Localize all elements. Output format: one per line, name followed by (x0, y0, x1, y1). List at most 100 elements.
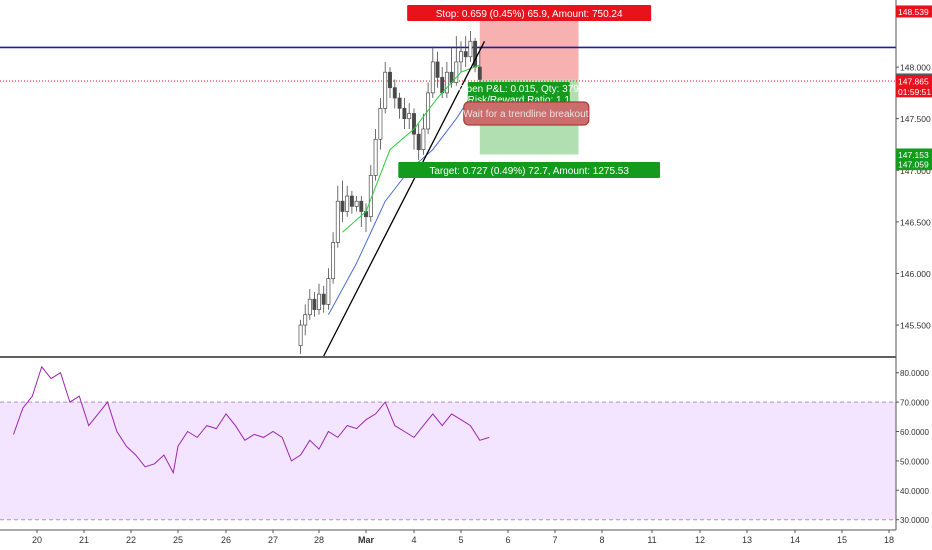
candle-body (378, 107, 383, 140)
price-tick-label: 148.000 (900, 63, 931, 73)
candle-body (335, 200, 340, 243)
price-tag: 01:59:51 (896, 85, 932, 98)
time-tick-label: 8 (599, 535, 604, 545)
time-tick-label: 12 (695, 535, 705, 545)
candle-body (454, 61, 459, 83)
candle-body (421, 128, 426, 150)
price-tick-label: 146.500 (900, 217, 931, 227)
price-tag: 148.539 (896, 5, 932, 18)
candle-body (402, 107, 407, 120)
candle-body (397, 97, 402, 109)
time-tick-label: 28 (314, 535, 324, 545)
rsi-tick-label: 70.0000 (900, 399, 929, 408)
rsi-tick-label: 50.0000 (900, 457, 929, 466)
candle-body (298, 324, 303, 347)
rr-text: Risk/Reward Ratio: 1.1 (468, 95, 571, 106)
price-tag-bg (896, 85, 932, 98)
time-tick-label: 5 (458, 535, 463, 545)
price-tag-label: 148.539 (898, 7, 929, 17)
candle-body (307, 298, 312, 316)
time-tick-label: 22 (126, 535, 136, 545)
candle-body (383, 71, 388, 109)
trendline (323, 41, 486, 357)
time-tick-label: 26 (221, 535, 231, 545)
price-tag-label: 147.153 (898, 150, 929, 160)
candle-body (303, 314, 308, 326)
candle-body (345, 195, 350, 212)
price-tag-bg (896, 148, 932, 161)
candle-body (444, 71, 449, 94)
rsi-tick-label: 80.0000 (900, 369, 929, 378)
candle-body (321, 293, 326, 305)
target-label-bg (398, 162, 660, 178)
candle-body (326, 278, 331, 305)
price-tag: 147.865 (896, 75, 932, 88)
candle-body (430, 61, 435, 94)
time-tick-label: 27 (268, 535, 278, 545)
rsi-tick-label: 60.0000 (900, 428, 929, 437)
price-tick-label: 145.500 (900, 321, 931, 331)
rsi-line (13, 365, 490, 475)
candle-body (463, 51, 468, 58)
price-tag-label: 01:59:51 (898, 87, 931, 97)
ema-line (342, 64, 480, 233)
candle-body (392, 87, 397, 99)
price-tag-bg (896, 5, 932, 18)
candle-body (317, 293, 321, 310)
pnl-label-bg (467, 82, 570, 106)
time-tick-label: 21 (79, 535, 89, 545)
price-tag-label: 147.865 (898, 77, 929, 87)
price-tag-label: 147.059 (898, 160, 929, 170)
price-tag-bg (896, 158, 932, 171)
rsi-path (13, 365, 490, 475)
time-tick-label: 25 (173, 535, 183, 545)
price-tick-label: 147.500 (900, 114, 931, 124)
stop-label-text: Stop: 0.659 (0.45%) 65.9, Amount: 750.24 (436, 9, 623, 20)
pnl-text: Open P&L: 0.015, Qty: 379 (459, 84, 580, 95)
annotation-bg (463, 101, 590, 126)
candle-body (407, 113, 412, 120)
time-tick-label: 20 (32, 535, 42, 545)
target-label-text: Target: 0.727 (0.49%) 72.7, Amount: 1275… (429, 166, 629, 177)
rsi-tick-label: 30.0000 (900, 516, 929, 525)
time-tick-label: 6 (505, 535, 510, 545)
candle-body (388, 71, 392, 89)
candle-body (459, 51, 463, 63)
rsi-panel[interactable] (0, 358, 896, 530)
candle-body (331, 242, 336, 279)
time-tick-label: 14 (790, 535, 800, 545)
time-tick-label: 15 (837, 535, 847, 545)
candle-body (412, 113, 416, 135)
candle-body (312, 298, 317, 310)
price-tag: 147.059 (896, 158, 932, 171)
stop-zone (479, 11, 579, 80)
candle-body (477, 66, 482, 80)
time-tick-label: 11 (647, 535, 656, 545)
position-labels[interactable]: Stop: 0.659 (0.45%) 65.9, Amount: 750.24… (398, 5, 660, 178)
candle-body (349, 195, 354, 207)
candle-body (468, 40, 473, 58)
stop-label[interactable]: Stop: 0.659 (0.45%) 65.9, Amount: 750.24 (407, 5, 652, 21)
rsi-band (0, 402, 896, 520)
target-label[interactable]: Target: 0.727 (0.49%) 72.7, Amount: 1275… (398, 162, 660, 178)
candle-body (440, 77, 445, 94)
price-tag-bg (896, 75, 932, 88)
rsi-tick-label: 40.0000 (900, 487, 929, 496)
time-tick-label: 18 (884, 535, 894, 545)
candle-body (435, 61, 440, 78)
candle-body (373, 138, 378, 176)
time-tick-label: Mar (358, 535, 375, 545)
annotation-callout[interactable]: Wait for a trendline breakout (463, 101, 590, 126)
main-panel[interactable] (0, 0, 896, 358)
candle-body (416, 133, 421, 150)
candle-body (340, 200, 345, 212)
annotation-text: Wait for a trendline breakout (463, 109, 588, 120)
time-tick-label: 7 (552, 535, 557, 545)
time-tick-label: 4 (411, 535, 416, 545)
time-tick-label: 13 (742, 535, 752, 545)
price-tick-label: 146.000 (900, 269, 931, 279)
stop-label-bg (407, 5, 652, 21)
